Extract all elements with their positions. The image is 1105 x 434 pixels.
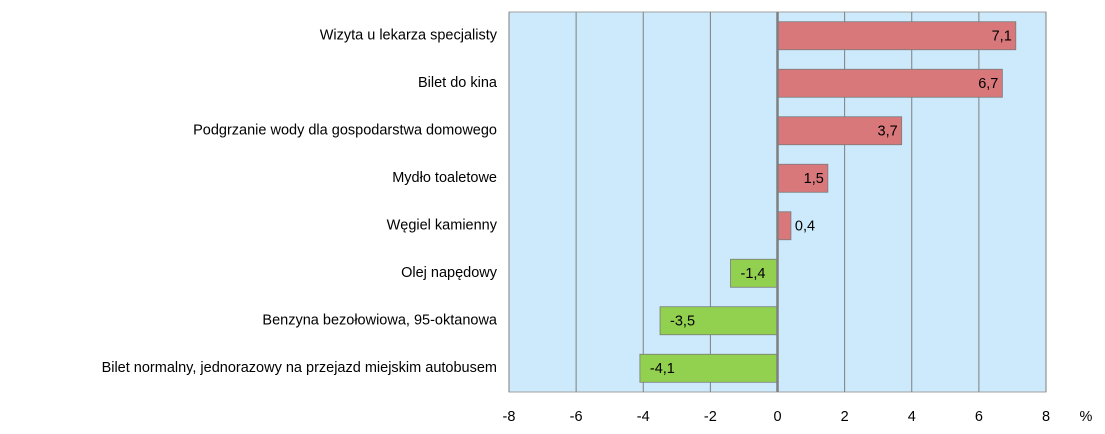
y-tick-label: Węgiel kamienny [387,218,498,234]
y-tick-label: Wizyta u lekarza specjalisty [320,28,498,44]
y-tick-label: Bilet normalny, jednorazowy na przejazd … [102,360,497,376]
data-label: 6,7 [978,76,998,92]
bar [777,21,1017,51]
x-tick-label: -6 [570,409,583,425]
data-label: 7,1 [992,29,1012,45]
x-tick-label: 6 [975,409,983,425]
bar [777,211,792,241]
x-tick-label: 4 [908,409,916,425]
x-tick-label: 8 [1042,409,1050,425]
data-label: 3,7 [878,124,898,140]
x-tick-label: 0 [773,409,781,425]
x-tick-label: -8 [503,409,516,425]
data-label: 0,4 [795,219,815,235]
y-tick-label: Podgrzanie wody dla gospodarstwa domoweg… [193,123,497,139]
bar [639,353,778,383]
bar [659,306,778,336]
x-tick-label: -4 [637,409,650,425]
y-tick-label: Olej napędowy [401,265,498,281]
y-tick-label: Benzyna bezołowiowa, 95-oktanowa [262,313,497,329]
data-label: -3,5 [670,314,695,330]
bar [777,163,829,193]
x-tick-label: 2 [841,409,849,425]
y-tick-label: Mydło toaletowe [392,170,497,186]
y-tick-label: Bilet do kina [418,75,498,91]
bar [777,68,1003,98]
x-axis-unit: % [1080,409,1093,425]
data-label: -1,4 [741,266,766,282]
data-label: -4,1 [650,361,675,377]
x-tick-label: -2 [704,409,717,425]
bar [730,258,778,288]
data-label: 1,5 [804,171,824,187]
